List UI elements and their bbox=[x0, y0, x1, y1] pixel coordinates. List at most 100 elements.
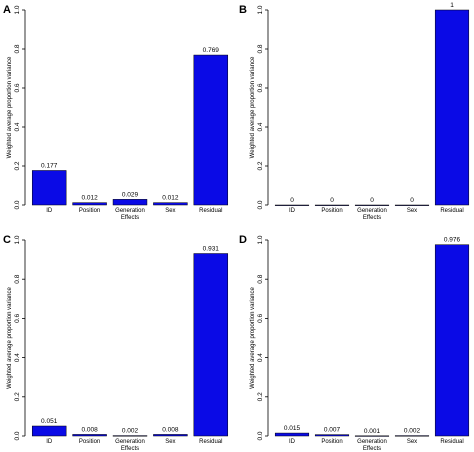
bar-residual bbox=[434, 244, 470, 437]
x-tick-label: Sex bbox=[165, 208, 175, 214]
y-tick-label: 0.6 bbox=[257, 314, 264, 323]
bar-id bbox=[274, 204, 310, 206]
x-tick-label: Generation bbox=[357, 439, 387, 445]
bar-position bbox=[72, 202, 107, 206]
x-tick-label: ID bbox=[289, 439, 296, 445]
panel-letter: D bbox=[239, 234, 247, 246]
bar-residual bbox=[193, 253, 229, 437]
chart-panel-d: D 0.0 0.2 0.4 0.6 0.8 1.0 Weighted average prop… bbox=[239, 234, 470, 452]
x-axis-title: Effects bbox=[363, 215, 381, 221]
bar-position bbox=[314, 434, 350, 437]
panel-letter: A bbox=[3, 4, 11, 16]
x-tick-label: Sex bbox=[165, 439, 175, 445]
data-label: 0.012 bbox=[162, 195, 179, 202]
data-label: 0 bbox=[330, 197, 334, 204]
x-tick-label: ID bbox=[289, 208, 296, 214]
bar-generation bbox=[112, 199, 148, 206]
data-label: 0.008 bbox=[162, 426, 179, 433]
data-label: 0.976 bbox=[444, 237, 461, 244]
panel-letter: C bbox=[3, 234, 11, 246]
bar-sex bbox=[153, 434, 188, 437]
y-tick-label: 0.6 bbox=[257, 83, 264, 92]
y-axis-title: Weighted average proportion variance bbox=[250, 287, 256, 389]
x-tick-label: Position bbox=[321, 439, 342, 445]
x-tick-label: Residual bbox=[199, 208, 222, 214]
x-tick-label: ID bbox=[46, 439, 53, 445]
data-label: 0.931 bbox=[203, 246, 220, 253]
chart-panel-b: B 0.0 0.2 0.4 0.6 0.8 1.0 Weighted average prop… bbox=[239, 2, 470, 221]
y-tick-label: 0.0 bbox=[257, 431, 264, 440]
y-tick-label: 0.4 bbox=[257, 353, 264, 362]
y-tick-label: 0.6 bbox=[14, 314, 21, 323]
y-tick-label: 0.8 bbox=[14, 44, 21, 53]
data-label: 1 bbox=[450, 2, 454, 9]
data-label: 0.769 bbox=[203, 47, 220, 54]
y-tick-label: 1.0 bbox=[14, 5, 21, 14]
data-label: 0 bbox=[290, 197, 294, 204]
y-axis-title: Weighted average proportion variance bbox=[7, 287, 13, 389]
y-tick-label: 0.0 bbox=[14, 200, 21, 209]
y-tick-label: 0.2 bbox=[14, 161, 21, 170]
data-label: 0 bbox=[370, 197, 374, 204]
data-label: 0.001 bbox=[364, 428, 381, 435]
data-label: 0.015 bbox=[284, 425, 301, 432]
bar-sex bbox=[394, 435, 430, 437]
x-tick-label: Sex bbox=[407, 208, 417, 214]
data-label: 0.007 bbox=[324, 427, 341, 434]
data-label: 0 bbox=[410, 197, 414, 204]
bar-sex bbox=[153, 202, 188, 206]
y-tick-label: 0.8 bbox=[257, 274, 264, 283]
x-tick-label: Generation bbox=[115, 439, 145, 445]
y-tick-label: 0.0 bbox=[257, 200, 264, 209]
y-axis-title: Weighted average proportion variance bbox=[250, 56, 256, 158]
x-tick-label: ID bbox=[46, 208, 53, 214]
bar-generation bbox=[354, 435, 390, 437]
x-tick-label: Sex bbox=[407, 439, 417, 445]
y-tick-label: 0.2 bbox=[257, 161, 264, 170]
data-label: 0.002 bbox=[122, 428, 139, 435]
y-tick-label: 0.8 bbox=[14, 274, 21, 283]
x-axis-title: Effects bbox=[121, 215, 139, 221]
x-axis-title: Effects bbox=[363, 446, 381, 452]
bar-id bbox=[31, 170, 67, 206]
data-label: 0.177 bbox=[41, 162, 58, 169]
bar-position bbox=[314, 204, 350, 206]
bar-sex bbox=[394, 204, 430, 206]
x-tick-label: Residual bbox=[440, 208, 463, 214]
x-tick-label: Position bbox=[79, 439, 100, 445]
x-tick-label: Position bbox=[321, 208, 342, 214]
bar-residual bbox=[193, 54, 229, 206]
data-label: 0.002 bbox=[404, 428, 421, 435]
x-tick-label: Position bbox=[79, 208, 100, 214]
y-tick-label: 0.4 bbox=[257, 122, 264, 131]
x-tick-label: Residual bbox=[440, 439, 463, 445]
y-tick-label: 0.0 bbox=[14, 431, 21, 440]
bar-position bbox=[72, 434, 107, 437]
x-tick-label: Generation bbox=[357, 208, 387, 214]
y-axis-title: Weighted average proportion variance bbox=[7, 56, 13, 158]
bar-generation bbox=[112, 435, 148, 437]
y-tick-label: 0.4 bbox=[14, 353, 21, 362]
y-tick-label: 1.0 bbox=[257, 5, 264, 14]
data-label: 0.029 bbox=[122, 191, 139, 198]
y-tick-label: 1.0 bbox=[257, 235, 264, 244]
chart-panel-a: A 0.0 0.2 0.4 0.6 0.8 1.0 Weighted average prop… bbox=[3, 4, 229, 221]
chart-panel-c: C 0.0 0.2 0.4 0.6 0.8 1.0 Weighted average prop… bbox=[3, 234, 229, 452]
y-tick-label: 0.2 bbox=[14, 392, 21, 401]
y-tick-label: 0.4 bbox=[14, 122, 21, 131]
data-label: 0.008 bbox=[81, 426, 98, 433]
y-tick-label: 0.6 bbox=[14, 83, 21, 92]
bar-id bbox=[274, 432, 310, 437]
y-tick-label: 0.2 bbox=[257, 392, 264, 401]
x-axis-title: Effects bbox=[121, 446, 139, 452]
bar-generation bbox=[354, 204, 390, 206]
data-label: 0.051 bbox=[41, 418, 58, 425]
panel-letter: B bbox=[239, 4, 247, 16]
x-tick-label: Residual bbox=[199, 439, 222, 445]
bar-residual bbox=[434, 9, 470, 206]
bar-id bbox=[31, 425, 67, 437]
data-label: 0.012 bbox=[81, 195, 98, 202]
y-tick-label: 0.8 bbox=[257, 44, 264, 53]
y-tick-label: 1.0 bbox=[14, 235, 21, 244]
